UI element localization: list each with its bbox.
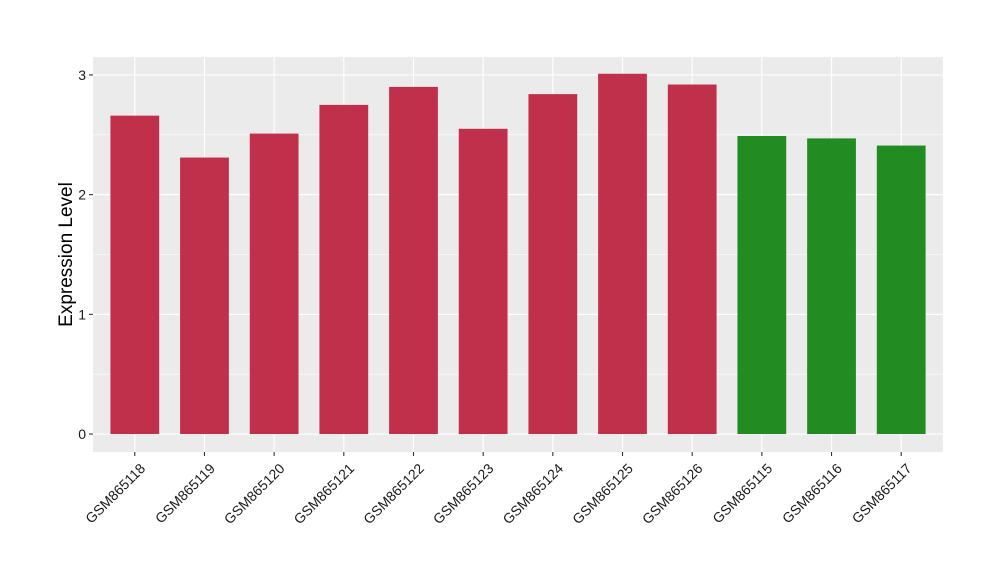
x-tick-label: GSM865123 — [430, 460, 497, 527]
x-tick-label: GSM865125 — [569, 460, 636, 527]
x-tick-label: GSM865118 — [82, 460, 148, 526]
x-tick-label: GSM865124 — [499, 460, 566, 527]
bar-GSM865123 — [458, 128, 508, 435]
y-tick-label: 1 — [78, 306, 86, 322]
x-tick-label: GSM865126 — [639, 460, 706, 527]
x-tick-label: GSM865122 — [360, 460, 427, 527]
bar-GSM865119 — [180, 157, 229, 435]
x-tick-label: GSM865119 — [152, 460, 218, 526]
bar-GSM865120 — [249, 133, 299, 435]
x-tick-label: GSM865121 — [290, 460, 357, 527]
x-tick-label: GSM865117 — [849, 460, 915, 526]
bar-GSM865116 — [807, 138, 856, 435]
x-tick-label: GSM865120 — [221, 460, 288, 527]
x-axis: GSM865118 GSM865119 GSM865120 GSM865121 GSM8… — [82, 452, 915, 527]
y-axis: 0 1 2 3 — [78, 67, 93, 442]
x-tick-label: GSM865116 — [779, 460, 845, 526]
y-tick-label: 3 — [78, 67, 86, 83]
bar-GSM865124 — [528, 94, 578, 435]
bar-GSM865117 — [876, 145, 926, 435]
bar-GSM865115 — [737, 136, 787, 435]
y-axis-title: Expression Level — [56, 182, 77, 327]
bar-GSM865118 — [110, 115, 160, 435]
bar-GSM865125 — [598, 73, 647, 435]
x-tick-label: GSM865115 — [709, 460, 775, 526]
bar-GSM865121 — [319, 104, 369, 435]
y-tick-label: 0 — [78, 426, 86, 442]
bar-GSM865126 — [667, 84, 717, 435]
minor-gridlines — [93, 134, 943, 375]
bar-GSM865122 — [389, 86, 438, 435]
y-tick-label: 2 — [78, 187, 86, 203]
bars-group — [110, 73, 926, 435]
